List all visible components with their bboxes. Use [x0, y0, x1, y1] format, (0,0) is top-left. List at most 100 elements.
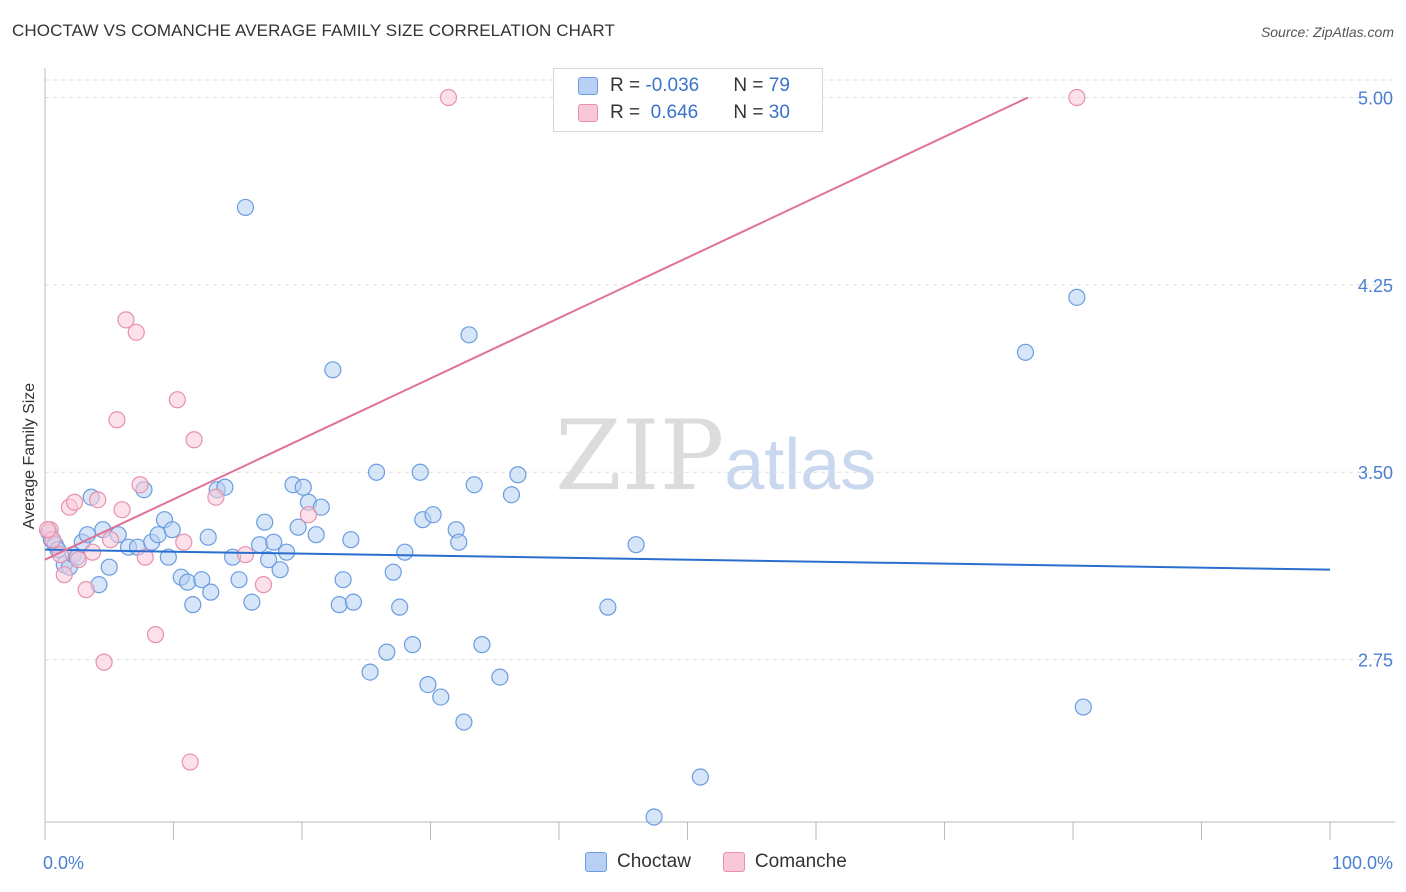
- comanche-point: [65, 493, 84, 511]
- comanche-point: [439, 88, 458, 107]
- choctaw-point: [307, 526, 325, 544]
- choctaw-point: [1068, 288, 1086, 306]
- choctaw-point: [450, 533, 468, 551]
- legend-item-comanche: Comanche: [722, 851, 847, 873]
- choctaw-point: [259, 551, 278, 569]
- choctaw-point: [455, 713, 473, 731]
- watermark-zip: ZIP: [555, 400, 725, 512]
- choctaw-point: [342, 531, 360, 549]
- choctaw-point: [256, 513, 274, 531]
- choctaw-point: [465, 476, 483, 494]
- choctaw-point: [271, 561, 289, 579]
- choctaw-point: [179, 573, 197, 591]
- choctaw-point: [184, 596, 202, 614]
- comanche-point: [131, 476, 149, 494]
- choctaw-point: [473, 636, 491, 654]
- choctaw-point: [163, 521, 181, 539]
- choctaw-point: [460, 326, 478, 344]
- comanche-point: [168, 391, 186, 409]
- comanche-point: [175, 533, 193, 551]
- legend-item-choctaw: Choctaw: [585, 851, 691, 873]
- choctaw-r-value: -0.036: [645, 75, 700, 96]
- choctaw-point: [289, 518, 307, 536]
- choctaw-point: [509, 466, 527, 484]
- correlation-legend: R = -0.036 N = 79 R = 0.646 N = 30: [553, 68, 823, 132]
- choctaw-swatch: [578, 77, 598, 95]
- axes: [44, 68, 1395, 840]
- comanche-point: [89, 491, 107, 509]
- y-tick-label: 3.50: [1358, 463, 1393, 483]
- comanche-point: [236, 546, 255, 564]
- choctaw-point: [432, 688, 450, 706]
- choctaw-trend-line: [44, 548, 1331, 571]
- choctaw-point: [159, 548, 177, 566]
- choctaw-point: [277, 543, 296, 561]
- choctaw-point: [193, 571, 211, 589]
- comanche-point: [181, 753, 199, 771]
- choctaw-point: [265, 533, 283, 551]
- choctaw-point: [324, 361, 342, 379]
- y-axis-label: Average Family Size: [21, 383, 38, 530]
- comanche-point: [55, 566, 73, 584]
- comanche-point: [254, 576, 273, 594]
- comanche-point: [146, 626, 165, 644]
- grid-lines: [45, 79, 1395, 661]
- series-legend: Choctaw Comanche: [585, 851, 879, 873]
- comanche-n-value: 30: [768, 102, 790, 123]
- choctaw-point: [396, 543, 414, 561]
- comanche-point: [69, 551, 88, 569]
- comanche-point: [127, 323, 145, 341]
- choctaw-legend-swatch: [585, 852, 607, 872]
- choctaw-point: [599, 598, 617, 616]
- comanche-legend-swatch: [722, 852, 745, 872]
- comanche-point: [108, 411, 126, 429]
- choctaw-point: [202, 583, 220, 601]
- comanche-points: [38, 88, 1086, 771]
- choctaw-point: [330, 596, 348, 614]
- choctaw-point: [691, 768, 709, 786]
- comanche-point: [77, 581, 95, 599]
- choctaw-point: [250, 536, 269, 554]
- choctaw-point: [100, 558, 118, 576]
- comanche-r-value: 0.646: [645, 102, 699, 123]
- comanche-point: [38, 521, 57, 539]
- choctaw-point: [312, 498, 330, 516]
- choctaw-point: [384, 563, 402, 581]
- choctaw-n-label: N =: [733, 75, 769, 96]
- comanche-point: [185, 431, 203, 449]
- comanche-r-label: R =: [610, 102, 646, 123]
- choctaw-points: [40, 198, 1092, 826]
- choctaw-point: [391, 598, 409, 616]
- choctaw-point: [1074, 698, 1092, 716]
- choctaw-point: [424, 506, 442, 524]
- comanche-legend-label: Comanche: [754, 851, 847, 872]
- choctaw-point: [419, 675, 437, 694]
- choctaw-point: [344, 593, 362, 611]
- comanche-point: [113, 501, 131, 519]
- choctaw-point: [411, 463, 429, 481]
- watermark: ZIPatlas: [555, 400, 876, 512]
- legend-row-choctaw: R = -0.036 N = 79: [578, 74, 790, 98]
- comanche-point: [299, 506, 318, 524]
- comanche-point: [101, 531, 120, 549]
- comanche-point: [117, 311, 135, 329]
- choctaw-point: [378, 643, 396, 661]
- y-tick-label: 4.25: [1358, 276, 1393, 296]
- choctaw-point: [491, 668, 509, 686]
- choctaw-point: [1016, 343, 1035, 361]
- choctaw-point: [236, 198, 255, 217]
- choctaw-point: [243, 593, 261, 611]
- comanche-n-label: N =: [733, 102, 769, 123]
- choctaw-point: [367, 463, 386, 481]
- comanche-point: [136, 548, 154, 566]
- comanche-swatch: [578, 104, 598, 122]
- choctaw-n-value: 79: [768, 75, 790, 96]
- choctaw-point: [294, 478, 312, 496]
- legend-row-comanche: R = 0.646 N = 30: [578, 101, 790, 125]
- trend-lines: [44, 96, 1331, 571]
- chart-title: CHOCTAW VS COMANCHE AVERAGE FAMILY SIZE …: [12, 21, 615, 40]
- choctaw-r-label: R =: [610, 75, 646, 96]
- choctaw-point: [334, 571, 352, 589]
- choctaw-point: [502, 486, 521, 504]
